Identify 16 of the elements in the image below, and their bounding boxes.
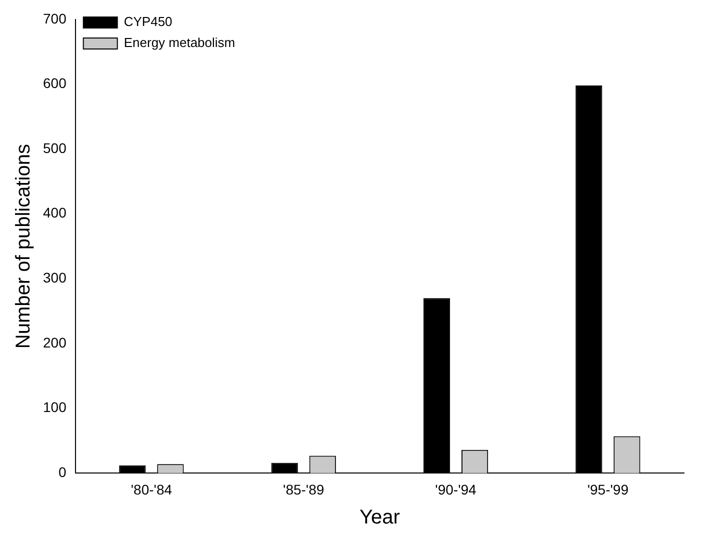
y-tick-label: 500: [43, 140, 67, 156]
y-tick-label: 700: [43, 10, 67, 26]
x-tick-label: '90-'94: [435, 481, 477, 498]
legend-label: CYP450: [124, 14, 172, 30]
legend-label: Energy metabolism: [124, 35, 236, 50]
y-tick-label: 600: [43, 75, 67, 92]
y-tick-label: 400: [43, 204, 67, 221]
x-tick-label: '80-'84: [130, 481, 172, 498]
y-tick-label: 300: [43, 270, 67, 286]
y-axis-title: Number of publications: [12, 144, 35, 349]
x-axis-title: Year: [359, 506, 400, 529]
x-tick-label: '85-'89: [283, 481, 324, 498]
y-tick-label: 100: [43, 399, 67, 416]
x-tick-label: '95-'99: [587, 481, 629, 498]
y-tick-label: 200: [43, 334, 67, 350]
y-tick-label: 0: [58, 464, 67, 480]
